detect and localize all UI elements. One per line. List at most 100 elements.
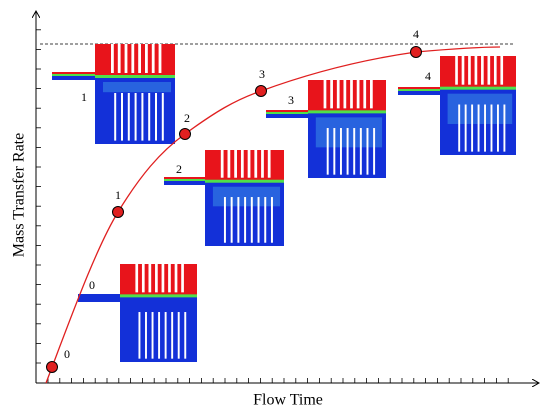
inset-label: 3 <box>288 93 294 107</box>
inset <box>78 264 197 362</box>
inset-top <box>440 56 516 88</box>
slot <box>366 128 369 175</box>
slot <box>471 104 474 152</box>
slot <box>234 150 237 178</box>
inset-top <box>120 264 197 296</box>
point-label: 0 <box>64 347 70 361</box>
slot <box>455 56 458 85</box>
point-label: 2 <box>184 111 190 125</box>
inset <box>398 56 516 155</box>
slot <box>487 56 491 85</box>
slot <box>353 128 356 175</box>
slot <box>171 312 174 359</box>
point-label: 1 <box>115 188 121 202</box>
slot <box>326 128 329 175</box>
inset-label: 4 <box>425 69 431 83</box>
slot <box>481 56 484 85</box>
slot <box>141 264 145 293</box>
slot <box>161 93 164 141</box>
inset-mix <box>447 93 513 124</box>
slot <box>237 197 240 243</box>
inset-interface <box>308 110 386 114</box>
points: 0 0 1 1 2 2 3 3 4 4 <box>46 27 431 373</box>
slot <box>336 80 340 109</box>
slot <box>350 80 353 109</box>
inset-top <box>308 80 386 112</box>
slot <box>184 312 187 359</box>
point <box>46 361 58 373</box>
y-axis-label: Mass Transfer Rate <box>11 133 28 257</box>
slot <box>244 197 247 243</box>
slot <box>254 150 258 178</box>
inset-interface <box>440 86 516 90</box>
inset <box>164 150 284 246</box>
slot <box>240 150 244 178</box>
slot <box>148 264 152 293</box>
inlet-top <box>52 72 95 74</box>
slot <box>270 197 273 243</box>
slot <box>230 197 233 243</box>
slot <box>458 104 461 152</box>
point <box>255 85 267 97</box>
slot <box>227 150 231 178</box>
point <box>410 46 422 58</box>
inlet-top <box>164 177 205 179</box>
slot <box>158 44 162 73</box>
slot <box>474 56 478 85</box>
inset-interface <box>120 294 197 298</box>
slot <box>503 104 506 152</box>
inset-interface <box>95 75 175 78</box>
inlet-top <box>398 87 440 89</box>
slot <box>181 264 184 293</box>
inset-mix <box>212 186 281 207</box>
slot <box>155 264 158 293</box>
slot <box>477 104 480 152</box>
inlet-mid <box>266 112 308 114</box>
slot <box>356 80 360 109</box>
slot <box>323 80 327 109</box>
slot <box>346 128 349 175</box>
slot <box>370 80 373 109</box>
slot <box>138 312 141 359</box>
inset-label: 1 <box>81 90 87 104</box>
slot <box>111 44 114 73</box>
slot <box>127 93 130 141</box>
slot <box>135 264 139 293</box>
inset-mix <box>315 117 383 148</box>
slot <box>464 104 467 152</box>
slot <box>484 104 486 152</box>
inlet-mid <box>164 179 205 181</box>
slot <box>461 56 465 85</box>
inset-top <box>95 44 175 76</box>
slot <box>373 128 376 175</box>
slot <box>155 93 157 141</box>
inset-mix <box>103 82 171 93</box>
slot <box>333 128 336 175</box>
slot <box>158 312 161 359</box>
slot <box>124 44 128 73</box>
inset-interface <box>205 179 284 183</box>
slot <box>343 80 347 109</box>
point <box>179 128 191 140</box>
slot <box>114 93 117 141</box>
slot <box>177 312 180 359</box>
slot <box>257 197 260 243</box>
slot <box>339 128 342 175</box>
slot <box>151 44 155 73</box>
slot <box>247 150 251 178</box>
slot <box>151 312 154 359</box>
slot <box>161 264 165 293</box>
inset-label: 0 <box>89 278 95 292</box>
inset-top <box>205 150 284 181</box>
slot <box>168 264 171 293</box>
slot <box>164 312 167 359</box>
slot <box>131 44 135 73</box>
slot <box>468 56 471 85</box>
inlet <box>78 294 120 302</box>
slot <box>359 128 362 175</box>
slot <box>145 312 147 359</box>
slot <box>117 44 121 73</box>
slot <box>145 44 148 73</box>
slot <box>490 104 493 152</box>
